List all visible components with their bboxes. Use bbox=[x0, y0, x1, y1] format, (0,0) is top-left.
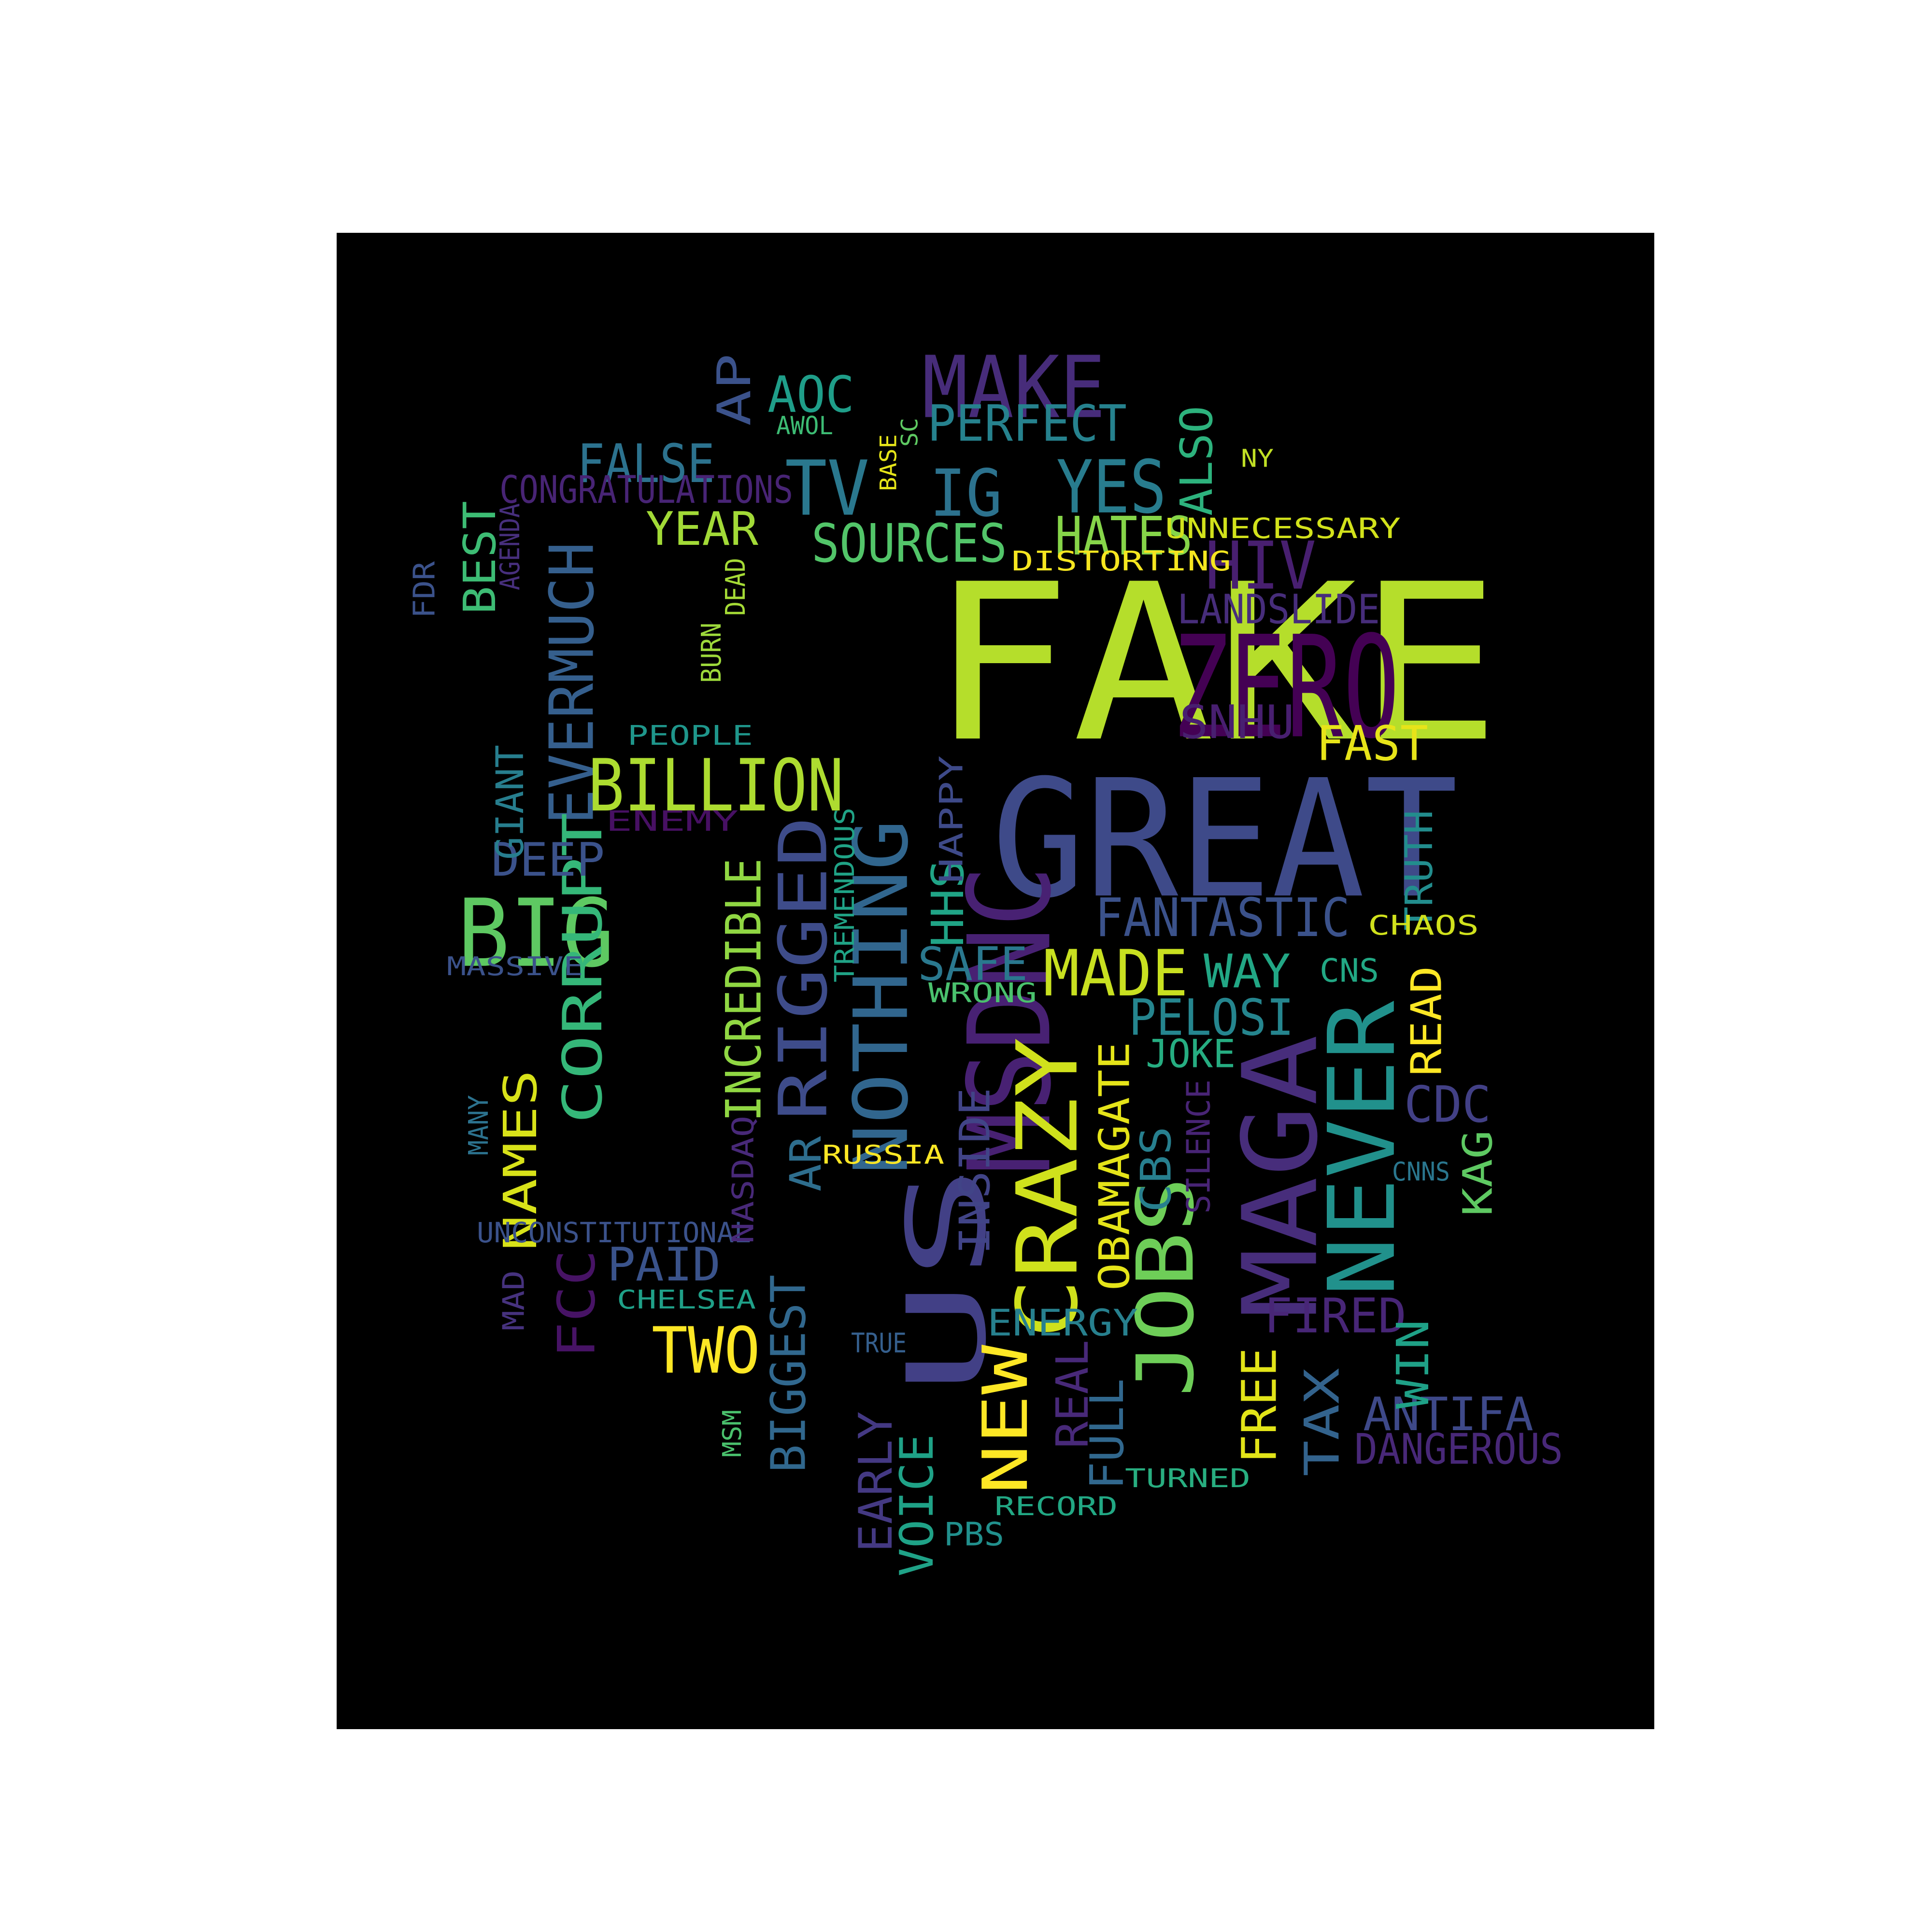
cloud-word-hates: HATES bbox=[1055, 505, 1193, 568]
cloud-word-made: MADE bbox=[1043, 936, 1188, 1011]
cloud-word-people: PEOPLE bbox=[627, 720, 753, 752]
cloud-word-fcc: FCC bbox=[547, 1250, 607, 1358]
cloud-word-sc: SC bbox=[896, 418, 923, 447]
cloud-word-zero: ZERO bbox=[1173, 606, 1400, 770]
cloud-word-new: NEW bbox=[969, 1345, 1042, 1494]
cloud-word-tax: TAX bbox=[1295, 1368, 1350, 1477]
cloud-word-fast: FAST bbox=[1316, 716, 1428, 772]
cloud-word-cnns: CNNS bbox=[1392, 1156, 1450, 1187]
cloud-word-inside: INSIDE bbox=[950, 1088, 1000, 1254]
cloud-word-silence: SILENCE bbox=[1179, 1080, 1218, 1214]
cloud-word-agenda: AGENDA bbox=[495, 503, 526, 590]
cloud-word-never: NEVER bbox=[1308, 1001, 1416, 1296]
cloud-word-pelosi: PELOSI bbox=[1129, 989, 1294, 1047]
cloud-word-cns: CNS bbox=[1320, 952, 1379, 990]
word-cloud: FAKE GREAT US MSDNC MAGA NEVER CRAZY ZERO NOTHIN… bbox=[337, 233, 1654, 1729]
cloud-word-unnecessary: UNNECESSARY bbox=[1165, 511, 1401, 545]
cloud-word-dangerous: DANGEROUS bbox=[1354, 1424, 1563, 1474]
cloud-word-make: MAKE bbox=[922, 338, 1106, 438]
cloud-word-many: MANY bbox=[463, 1095, 495, 1155]
cloud-word-nasdaq: NASDAQ bbox=[725, 1116, 761, 1244]
cloud-word-pbs: PBS bbox=[944, 1515, 1004, 1553]
cloud-word-true: TRUE bbox=[851, 1328, 907, 1359]
cloud-word-cdc: CDC bbox=[1404, 1076, 1491, 1134]
cloud-word-chelsea: CHELSEA bbox=[617, 1284, 756, 1315]
cloud-word-chaos: CHAOS bbox=[1368, 910, 1479, 941]
cloud-word-billion: BILLION bbox=[588, 744, 844, 828]
cloud-word-win: WIN bbox=[1387, 1320, 1439, 1409]
cloud-word-fired: FIRED bbox=[1264, 1289, 1406, 1344]
cloud-word-safe: SAFE bbox=[918, 938, 1028, 991]
cloud-word-dead: DEAD bbox=[720, 558, 752, 616]
cloud-word-msm: MSM bbox=[717, 1410, 748, 1457]
cloud-word-fdr: FDR bbox=[407, 561, 442, 618]
cloud-word-read: READ bbox=[1402, 966, 1451, 1076]
cloud-word-false: FALSE bbox=[577, 433, 715, 495]
cloud-word-ap: AP bbox=[708, 354, 761, 426]
cloud-word-distorting: DISTORTING bbox=[1011, 546, 1231, 577]
cloud-word-year: YEAR bbox=[646, 502, 758, 556]
cloud-word-congratulations: CONGRATULATIONS bbox=[499, 468, 793, 512]
cloud-word-real: REAL bbox=[1047, 1340, 1099, 1449]
cloud-word-cbs: CBS bbox=[1131, 1126, 1181, 1212]
cloud-word-burn: BURN bbox=[696, 623, 727, 683]
cloud-word-antifa: ANTIFA bbox=[1363, 1388, 1534, 1441]
cloud-word-aoc: AOC bbox=[767, 366, 854, 424]
cloud-word-crazy: CRAZY bbox=[998, 1037, 1096, 1339]
cloud-word-enemy: ENEMY bbox=[606, 804, 739, 838]
cloud-word-ny: NY bbox=[1241, 444, 1274, 473]
cloud-word-two: TWO bbox=[652, 1313, 760, 1388]
cloud-word-obamagate: OBAMAGATE bbox=[1090, 1042, 1139, 1291]
cloud-word-hiv: HIV bbox=[1205, 527, 1316, 605]
cloud-word-free: FREE bbox=[1232, 1348, 1288, 1463]
cloud-word-mad: MAD bbox=[496, 1270, 531, 1331]
cloud-word-deep: DEEP bbox=[491, 833, 605, 887]
cloud-word-turned: TURNED bbox=[1125, 1463, 1250, 1494]
cloud-word-giant: GIANT bbox=[488, 745, 532, 860]
cloud-word-great: GREAT bbox=[992, 745, 1458, 934]
cloud-word-wrong: WRONG bbox=[928, 978, 1037, 1009]
cloud-word-tv: TV bbox=[785, 444, 869, 533]
cloud-word-early: EARLY bbox=[849, 1411, 903, 1552]
cloud-word-massive: MASSIVE bbox=[447, 951, 583, 982]
cloud-word-fantastic: FANTASTIC bbox=[1095, 887, 1350, 949]
cloud-word-snhu: SNHU bbox=[1179, 696, 1294, 749]
cloud-word-yes: YES bbox=[1056, 444, 1166, 530]
cloud-word-biggest: BIGGEST bbox=[761, 1275, 817, 1473]
cloud-word-awol: AWOL bbox=[776, 412, 833, 441]
cloud-word-energy: ENERGY bbox=[987, 1301, 1138, 1344]
cloud-word-perfect: PERFECT bbox=[927, 395, 1127, 453]
cloud-word-ig: IG bbox=[930, 455, 1002, 531]
cloud-word-also: ALSO bbox=[1171, 406, 1223, 516]
cloud-word-unconstitutional: UNCONSTITUTIONAL bbox=[477, 1216, 751, 1249]
cloud-word-landslide: LANDSLIDE bbox=[1177, 585, 1380, 633]
cloud-word-tremendous: TREMENDOUS bbox=[829, 808, 861, 982]
cloud-word-joke: JOKE bbox=[1146, 1031, 1236, 1077]
cloud-word-fake: FAKE bbox=[929, 538, 1501, 790]
cloud-word-rigged: RIGGED bbox=[765, 816, 842, 1121]
cloud-word-way: WAY bbox=[1204, 945, 1291, 998]
cloud-word-kag: KAG bbox=[1454, 1130, 1502, 1216]
cloud-word-record: RECORD bbox=[994, 1491, 1118, 1522]
cloud-word-happy: HAPPY bbox=[932, 755, 970, 883]
cloud-word-russia: RUSSIA bbox=[822, 1139, 944, 1170]
cloud-word-incredible: INCREDIBLE bbox=[715, 858, 772, 1122]
cloud-word-big: BIG bbox=[457, 879, 614, 988]
cloud-word-sources: SOURCES bbox=[811, 512, 1007, 575]
cloud-word-paid: PAID bbox=[607, 1238, 721, 1292]
